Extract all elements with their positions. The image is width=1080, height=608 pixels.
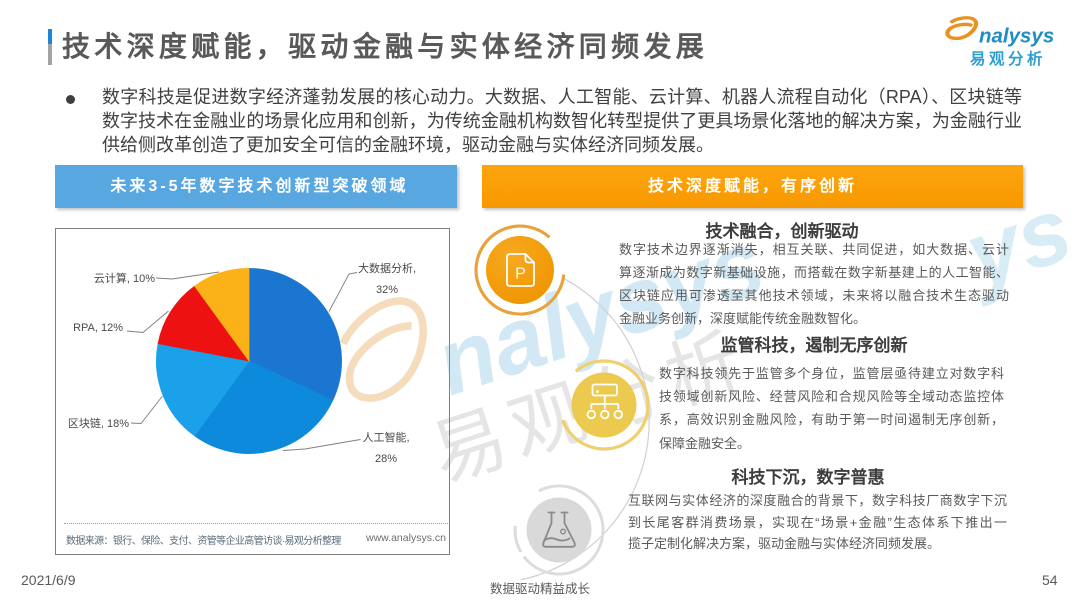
svg-text:nalysys: nalysys (979, 25, 1054, 48)
svg-text:P: P (515, 266, 526, 283)
svg-text:易观分析: 易观分析 (970, 49, 1046, 68)
